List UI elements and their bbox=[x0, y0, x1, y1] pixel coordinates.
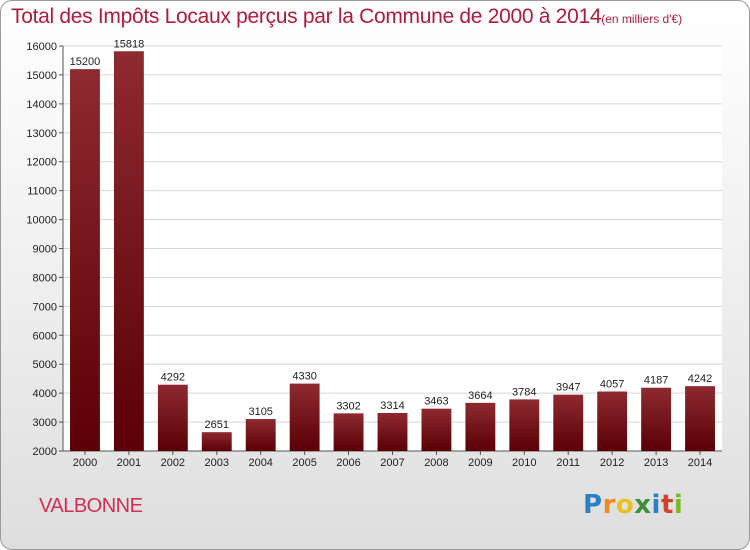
bar bbox=[685, 386, 715, 451]
bar-value-label: 3784 bbox=[512, 386, 536, 398]
x-tick-label: 2004 bbox=[248, 457, 272, 469]
y-tick-label: 11000 bbox=[27, 186, 57, 198]
bar-value-label: 4242 bbox=[688, 373, 712, 385]
bar bbox=[377, 412, 408, 451]
y-tick-label: 10000 bbox=[26, 215, 57, 227]
bar-value-label: 2651 bbox=[205, 419, 229, 431]
y-tick-label: 9000 bbox=[33, 244, 57, 256]
x-tick-label: 2000 bbox=[73, 457, 97, 469]
logo-letter: x bbox=[634, 490, 652, 520]
x-tick-label: 2012 bbox=[600, 457, 624, 469]
y-tick-label: 12000 bbox=[26, 157, 57, 169]
x-tick-label: 2007 bbox=[380, 457, 404, 469]
logo-letter: i bbox=[651, 490, 661, 520]
bar-value-label: 4330 bbox=[292, 371, 316, 383]
y-tick-label: 14000 bbox=[26, 99, 57, 111]
x-tick-label: 2003 bbox=[205, 457, 229, 469]
bar bbox=[245, 419, 276, 451]
x-tick-label: 2001 bbox=[117, 457, 141, 469]
bar bbox=[289, 383, 320, 451]
bar bbox=[157, 384, 188, 451]
logo-letter: r bbox=[602, 490, 616, 520]
x-tick-label: 2011 bbox=[556, 457, 580, 469]
logo-letter: i bbox=[673, 490, 684, 520]
y-tick-label: 5000 bbox=[33, 359, 57, 371]
logo-letter: t bbox=[660, 490, 674, 520]
chart-title-text: Total des Impôts Locaux perçus par la Co… bbox=[11, 5, 602, 28]
x-tick-label: 2006 bbox=[336, 457, 360, 469]
chart-title-unit: (en milliers d'€) bbox=[601, 12, 683, 26]
bar-value-label: 3947 bbox=[556, 382, 580, 394]
y-tick-label: 16000 bbox=[26, 41, 57, 53]
bar bbox=[70, 69, 100, 452]
bar-value-label: 3302 bbox=[336, 400, 360, 412]
bar bbox=[641, 387, 672, 451]
y-tick-label: 13000 bbox=[26, 128, 57, 140]
bar-value-label: 4292 bbox=[161, 372, 185, 384]
bar bbox=[333, 413, 364, 451]
x-tick-label: 2005 bbox=[292, 457, 316, 469]
y-tick-label: 15000 bbox=[26, 70, 57, 82]
bar-value-label: 15818 bbox=[114, 38, 145, 50]
y-tick-label: 4000 bbox=[33, 388, 57, 400]
bar bbox=[597, 391, 628, 451]
chart-title: Total des Impôts Locaux perçus par la Co… bbox=[11, 5, 682, 29]
y-tick-label: 3000 bbox=[33, 417, 57, 429]
y-tick-label: 7000 bbox=[33, 301, 57, 313]
bar-value-label: 4187 bbox=[644, 375, 668, 387]
bar bbox=[553, 394, 584, 451]
x-tick-label: 2002 bbox=[161, 457, 185, 469]
y-tick-label: 8000 bbox=[33, 272, 57, 284]
commune-name: VALBONNE bbox=[39, 495, 143, 517]
x-tick-label: 2010 bbox=[512, 457, 536, 469]
bar bbox=[113, 51, 144, 451]
x-tick-label: 2009 bbox=[468, 457, 492, 469]
proxiti-logo: Proxiti bbox=[583, 490, 683, 520]
bar bbox=[509, 399, 540, 451]
bar bbox=[201, 432, 232, 451]
bar bbox=[465, 402, 496, 451]
bar-value-label: 3664 bbox=[468, 390, 492, 402]
bar bbox=[421, 408, 452, 451]
bar-value-label: 4057 bbox=[600, 378, 624, 390]
bar-value-label: 15200 bbox=[70, 56, 101, 68]
x-tick-label: 2008 bbox=[424, 457, 448, 469]
logo-letter: o bbox=[615, 490, 635, 520]
logo-letter: P bbox=[583, 490, 603, 520]
x-tick-label: 2014 bbox=[688, 457, 712, 469]
bar-value-label: 3463 bbox=[424, 396, 448, 408]
x-tick-label: 2013 bbox=[644, 457, 668, 469]
y-tick-label: 2000 bbox=[33, 446, 57, 458]
bar-value-label: 3105 bbox=[248, 406, 272, 418]
bar-value-label: 3314 bbox=[380, 400, 404, 412]
y-tick-label: 6000 bbox=[33, 330, 57, 342]
